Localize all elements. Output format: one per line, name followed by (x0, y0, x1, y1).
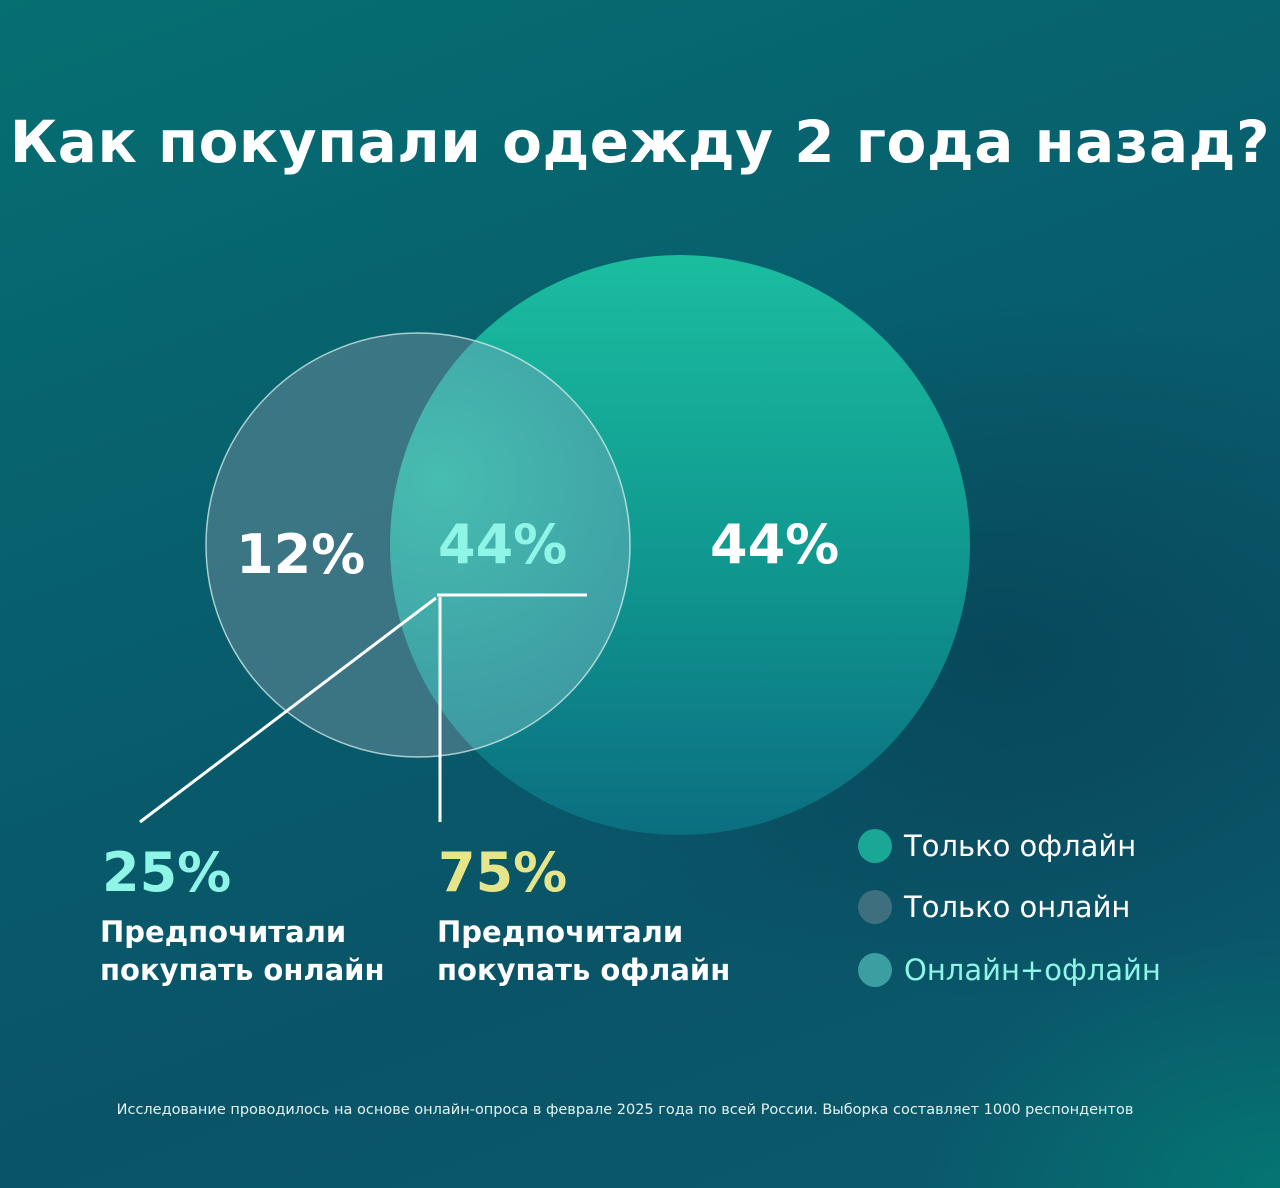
venn-overlap (390, 333, 630, 757)
legend-item-both: Онлайн+офлайн (858, 950, 1161, 990)
legend-item-offline: Только офлайн (858, 826, 1136, 866)
legend-label-online: Только онлайн (904, 890, 1131, 924)
online-preference-value: 25% (102, 841, 232, 904)
leader-lines (139, 593, 587, 824)
footnote: Исследование проводилось на основе онлай… (116, 1102, 1134, 1118)
legend-label-both: Онлайн+офлайн (904, 953, 1161, 987)
online-preference-label: Предпочитали покупать онлайн (100, 913, 385, 989)
offline-preference-label-line2: покупать офлайн (437, 953, 731, 987)
legend-swatch-both (858, 953, 892, 987)
offline-preference-value: 75% (438, 841, 568, 904)
venn-circle-online-outline (205, 332, 631, 758)
offline-preference-label: Предпочитали покупать офлайн (437, 913, 730, 989)
chart-title: Как покупали одежду 2 года назад? (9, 108, 1271, 176)
offline-only-percent: 44% (710, 513, 840, 576)
overlap-percent: 44% (438, 513, 568, 576)
legend-item-online: Только онлайн (858, 887, 1130, 927)
leader-line-diagonal (139, 596, 437, 824)
online-preference-label-line2: покупать онлайн (100, 953, 385, 987)
legend-swatch-offline (858, 829, 892, 863)
online-only-percent: 12% (236, 523, 366, 586)
online-preference-label-line1: Предпочитали (100, 915, 347, 949)
legend-label-offline: Только офлайн (904, 829, 1137, 863)
offline-preference-label-line1: Предпочитали (437, 915, 684, 949)
legend-swatch-online (858, 890, 892, 924)
